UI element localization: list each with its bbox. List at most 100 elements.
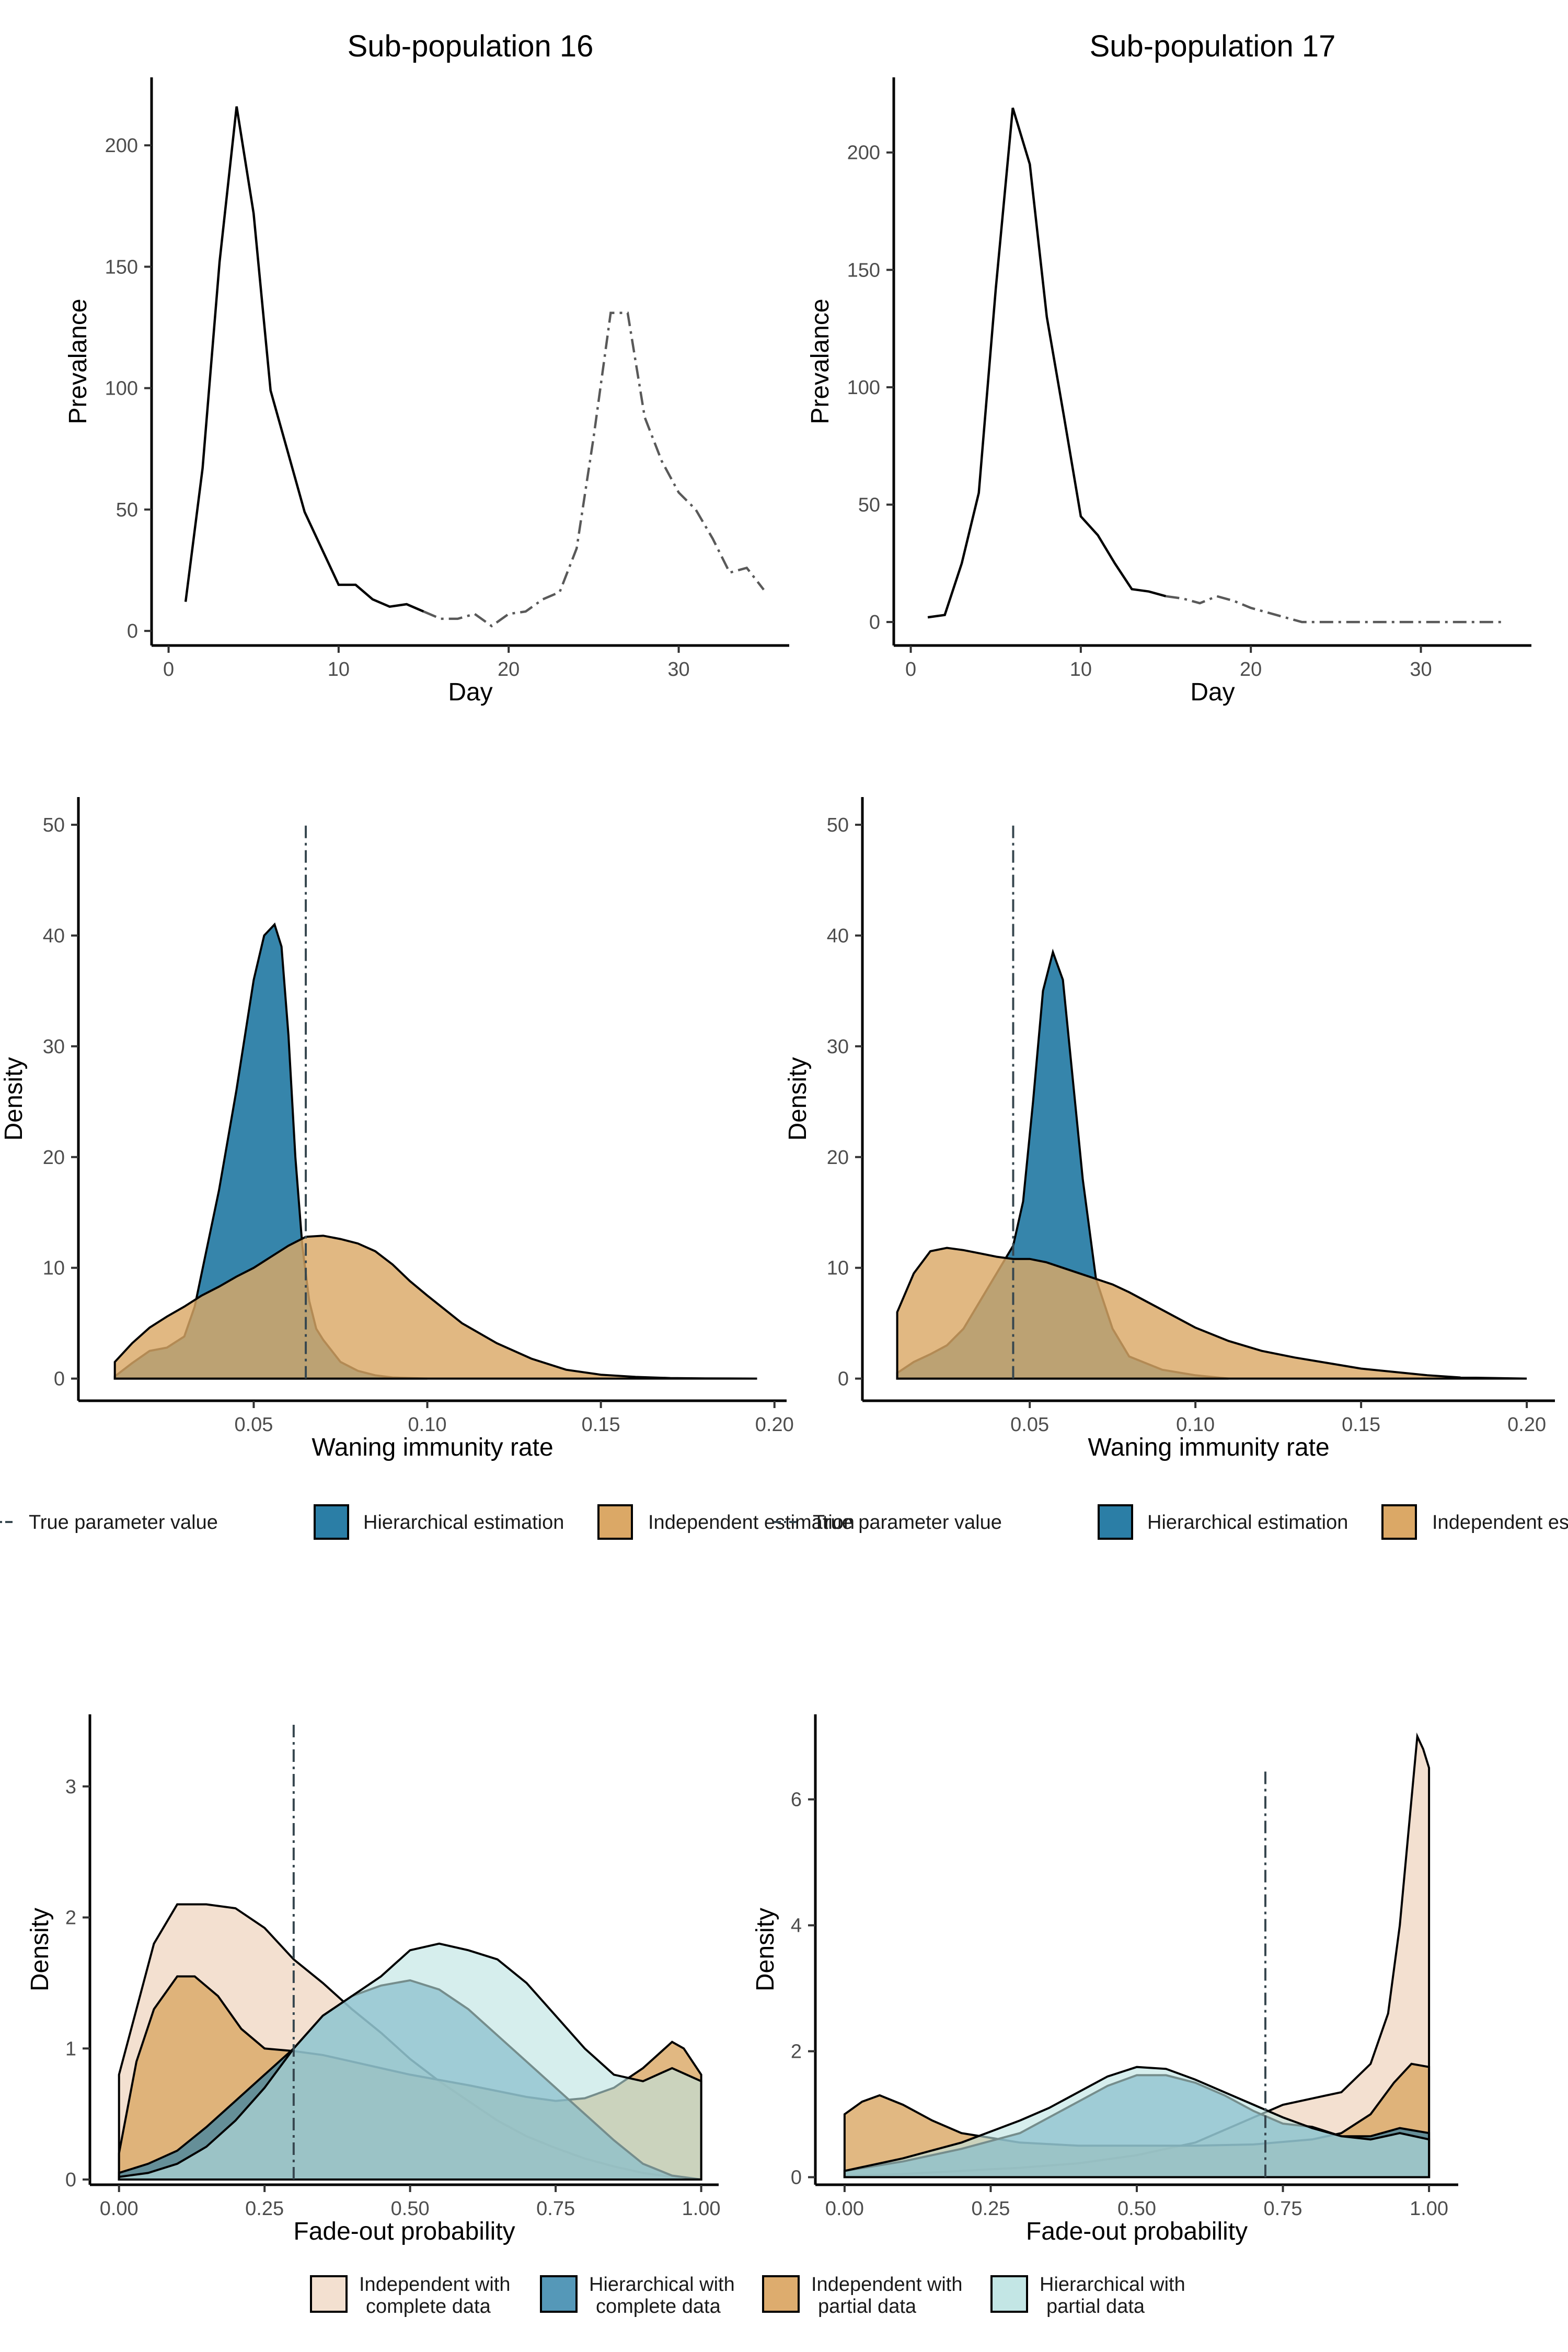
x-tick-label: 0.75	[536, 2198, 575, 2220]
hier-partial-density-area	[843, 2066, 1431, 2178]
x-tick-label: 30	[1410, 659, 1432, 681]
y-axis-title: Density	[0, 1057, 28, 1140]
y-tick-label: 0	[869, 612, 880, 633]
x-axis-title: Fade-out probability	[1026, 2218, 1248, 2245]
x-tick-label: 1.00	[1410, 2198, 1448, 2220]
y-tick-label: 200	[847, 142, 880, 164]
x-tick-label: 0.00	[100, 2198, 139, 2220]
prevalence-observed-line	[184, 106, 424, 613]
independent-density-area	[896, 1247, 1527, 1380]
y-tick-label: 40	[827, 925, 849, 947]
x-axis-title: Day	[1190, 678, 1235, 706]
legend-key-hier-partial	[990, 2275, 1028, 2313]
x-tick-label: 0.20	[755, 1414, 794, 1436]
y-tick-label: 30	[43, 1036, 65, 1058]
y-tick-label: 6	[791, 1789, 802, 1811]
legend-key-hier-complete	[540, 2275, 578, 2313]
legend-key-indep-complete	[310, 2275, 348, 2313]
y-tick-label: 50	[858, 494, 880, 516]
x-tick-label: 0.20	[1507, 1414, 1546, 1436]
x-axis-title: Fade-out probability	[293, 2218, 515, 2245]
y-tick-label: 150	[105, 256, 138, 278]
prevalence-panel-2: Sub-population 17 0 10 20 30 0 50 100 150 200 Day P…	[806, 29, 1531, 706]
x-tick-label: 0.10	[408, 1414, 447, 1436]
x-tick-label: 0.10	[1176, 1414, 1215, 1436]
legend-label: Independent with complete data	[359, 2274, 510, 2318]
waning-legend-1: True parameter value Hierarchical estimat…	[0, 1504, 855, 1540]
y-tick-label: 100	[105, 378, 138, 400]
legend-label: Hierarchical with partial data	[1040, 2274, 1185, 2318]
legend-key-indep-partial	[762, 2275, 800, 2313]
independent-density-area	[113, 1235, 757, 1380]
legend-label: Independent estimation	[648, 1512, 855, 1534]
y-axis-title: Prevalance	[806, 298, 834, 424]
prevalence-unobserved-line	[423, 312, 765, 628]
y-tick-label: 20	[43, 1147, 65, 1169]
legend-key-independent	[1381, 1504, 1417, 1540]
x-tick-label: 0.15	[1342, 1414, 1380, 1436]
y-tick-label: 150	[847, 259, 880, 281]
y-axis-title: Density	[26, 1908, 54, 1991]
x-tick-label: 30	[667, 659, 689, 681]
x-axis-title: Waning immunity rate	[312, 1434, 553, 1461]
legend-label: Hierarchical estimation	[1147, 1512, 1348, 1534]
x-tick-label: 10	[1070, 659, 1092, 681]
fadeout-legend: Independent with complete data Hierarchica…	[310, 2274, 1185, 2318]
y-tick-label: 50	[116, 499, 138, 521]
x-tick-label: 0.00	[825, 2198, 864, 2220]
hier-partial-density-area	[118, 1942, 702, 2181]
y-tick-label: 40	[43, 925, 65, 947]
prevalence-panel-1: Sub-population 16 0 10 20 30 0 50 100 150 200 Day P…	[64, 29, 789, 706]
x-tick-label: 0.50	[391, 2198, 430, 2220]
y-tick-label: 4	[791, 1915, 802, 1937]
waning-panel-1: 0.05 0.10 0.15 0.20 0 10 20 30 40 50 Waning immuni…	[0, 797, 794, 1461]
x-tick-label: 0.25	[245, 2198, 284, 2220]
y-tick-label: 100	[847, 377, 880, 399]
y-tick-label: 50	[43, 814, 65, 836]
y-tick-label: 200	[105, 135, 138, 157]
legend-key-hierarchical	[1098, 1504, 1133, 1540]
y-tick-label: 20	[827, 1147, 849, 1169]
panel-title: Sub-population 16	[348, 29, 594, 63]
fadeout-panel-2: 0.00 0.25 0.50 0.75 1.00 0 2 4 6 Fade-out probabi…	[752, 1714, 1458, 2245]
y-axis-title: Density	[784, 1057, 812, 1140]
x-tick-label: 0	[163, 659, 174, 681]
y-tick-label: 0	[838, 1368, 849, 1390]
legend-label: Independent with partial data	[811, 2274, 962, 2318]
waning-panel-2: 0.05 0.10 0.15 0.20 0 10 20 30 40 50 Waning immuni…	[784, 797, 1555, 1461]
legend-key-independent	[597, 1504, 633, 1540]
x-tick-label: 0.50	[1117, 2198, 1156, 2220]
y-tick-label: 2	[65, 1907, 76, 1929]
x-tick-label: 1.00	[682, 2198, 721, 2220]
y-tick-label: 10	[827, 1258, 849, 1279]
prevalence-unobserved-line	[1166, 595, 1506, 624]
x-tick-label: 20	[1240, 659, 1262, 681]
y-tick-label: 30	[827, 1036, 849, 1058]
panel-title: Sub-population 17	[1090, 29, 1336, 63]
y-tick-label: 0	[791, 2167, 802, 2189]
legend-label: True parameter value	[29, 1512, 218, 1534]
y-tick-label: 0	[54, 1368, 65, 1390]
legend-key-hierarchical	[314, 1504, 349, 1540]
x-tick-label: 0.05	[1010, 1414, 1049, 1436]
y-axis-title: Density	[752, 1908, 779, 1991]
legend-label: Independent estimation	[1432, 1512, 1568, 1534]
y-tick-label: 0	[127, 620, 138, 642]
fadeout-panel-1: 0.00 0.25 0.50 0.75 1.00 0 1 2 3 Fade-out probabi…	[26, 1714, 721, 2245]
prevalence-observed-line	[927, 107, 1167, 619]
y-tick-label: 3	[65, 1776, 76, 1798]
legend-label: Hierarchical estimation	[363, 1512, 564, 1534]
waning-legend-2: True parameter value Hierarchical estimat…	[774, 1504, 1568, 1540]
x-tick-label: 0.15	[582, 1414, 620, 1436]
legend-label: True parameter value	[813, 1512, 1002, 1534]
x-tick-label: 0.25	[971, 2198, 1010, 2220]
x-tick-label: 0.75	[1264, 2198, 1302, 2220]
y-tick-label: 10	[43, 1258, 65, 1279]
legend-label: Hierarchical with complete data	[589, 2274, 735, 2318]
x-tick-label: 0	[905, 659, 916, 681]
y-tick-label: 2	[791, 2041, 802, 2063]
y-tick-label: 50	[827, 814, 849, 836]
x-tick-label: 0.05	[234, 1414, 273, 1436]
x-axis-title: Day	[448, 678, 492, 706]
